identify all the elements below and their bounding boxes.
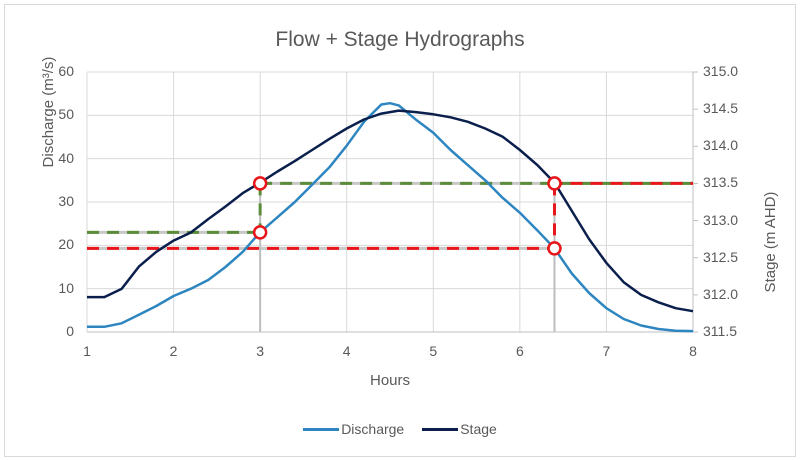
legend-item-discharge[interactable]: Discharge bbox=[303, 421, 404, 437]
x-tick: 3 bbox=[256, 343, 265, 359]
legend-label: Discharge bbox=[341, 421, 405, 437]
legend-label: Stage bbox=[460, 421, 497, 437]
chart-title: Flow + Stage Hydrographs bbox=[275, 28, 525, 51]
y-tick-left: 50 bbox=[58, 106, 74, 123]
x-tick: 5 bbox=[429, 343, 438, 359]
series-line-discharge bbox=[87, 101, 694, 333]
legend-line-icon bbox=[303, 427, 340, 431]
marker-circle-icon bbox=[252, 225, 268, 240]
x-tick: 2 bbox=[169, 343, 178, 359]
y-axis-label-right: Stage (m AHD) bbox=[762, 191, 779, 293]
y-tick-right: 312.5 bbox=[703, 248, 739, 265]
x-tick: 8 bbox=[689, 343, 697, 359]
x-tick: 7 bbox=[602, 343, 611, 359]
x-tick: 1 bbox=[83, 343, 91, 359]
y-tick-right: 315.0 bbox=[703, 63, 739, 79]
marker-circle-icon bbox=[547, 176, 562, 191]
x-axis-label: Hours bbox=[369, 372, 410, 389]
legend-line-icon bbox=[422, 427, 459, 431]
y-tick-left: 60 bbox=[58, 63, 74, 79]
y-tick-left: 30 bbox=[58, 193, 74, 209]
marker-circle-icon bbox=[252, 176, 268, 191]
series-line-stage bbox=[87, 109, 694, 313]
y-tick-right: 312.0 bbox=[703, 285, 739, 302]
y-tick-left: 40 bbox=[58, 149, 74, 166]
y-tick-right: 314.5 bbox=[703, 100, 739, 117]
marker-circle-icon bbox=[547, 241, 562, 256]
y-tick-right: 313.0 bbox=[703, 211, 739, 228]
legend: Discharge Stage bbox=[0, 421, 800, 437]
y-tick-right: 311.5 bbox=[703, 323, 737, 339]
legend-item-stage[interactable]: Stage bbox=[422, 421, 497, 437]
y-axis-label-left: Discharge (m³/s) bbox=[40, 56, 57, 168]
y-tick-left: 0 bbox=[66, 323, 74, 339]
y-tick-left: 10 bbox=[58, 279, 74, 296]
x-tick: 6 bbox=[515, 343, 524, 359]
x-tick: 4 bbox=[342, 343, 351, 359]
chart-frame bbox=[4, 4, 796, 457]
y-tick-left: 20 bbox=[58, 236, 74, 253]
y-tick-right: 314.0 bbox=[703, 137, 739, 154]
y-tick-right: 313.5 bbox=[703, 174, 739, 191]
